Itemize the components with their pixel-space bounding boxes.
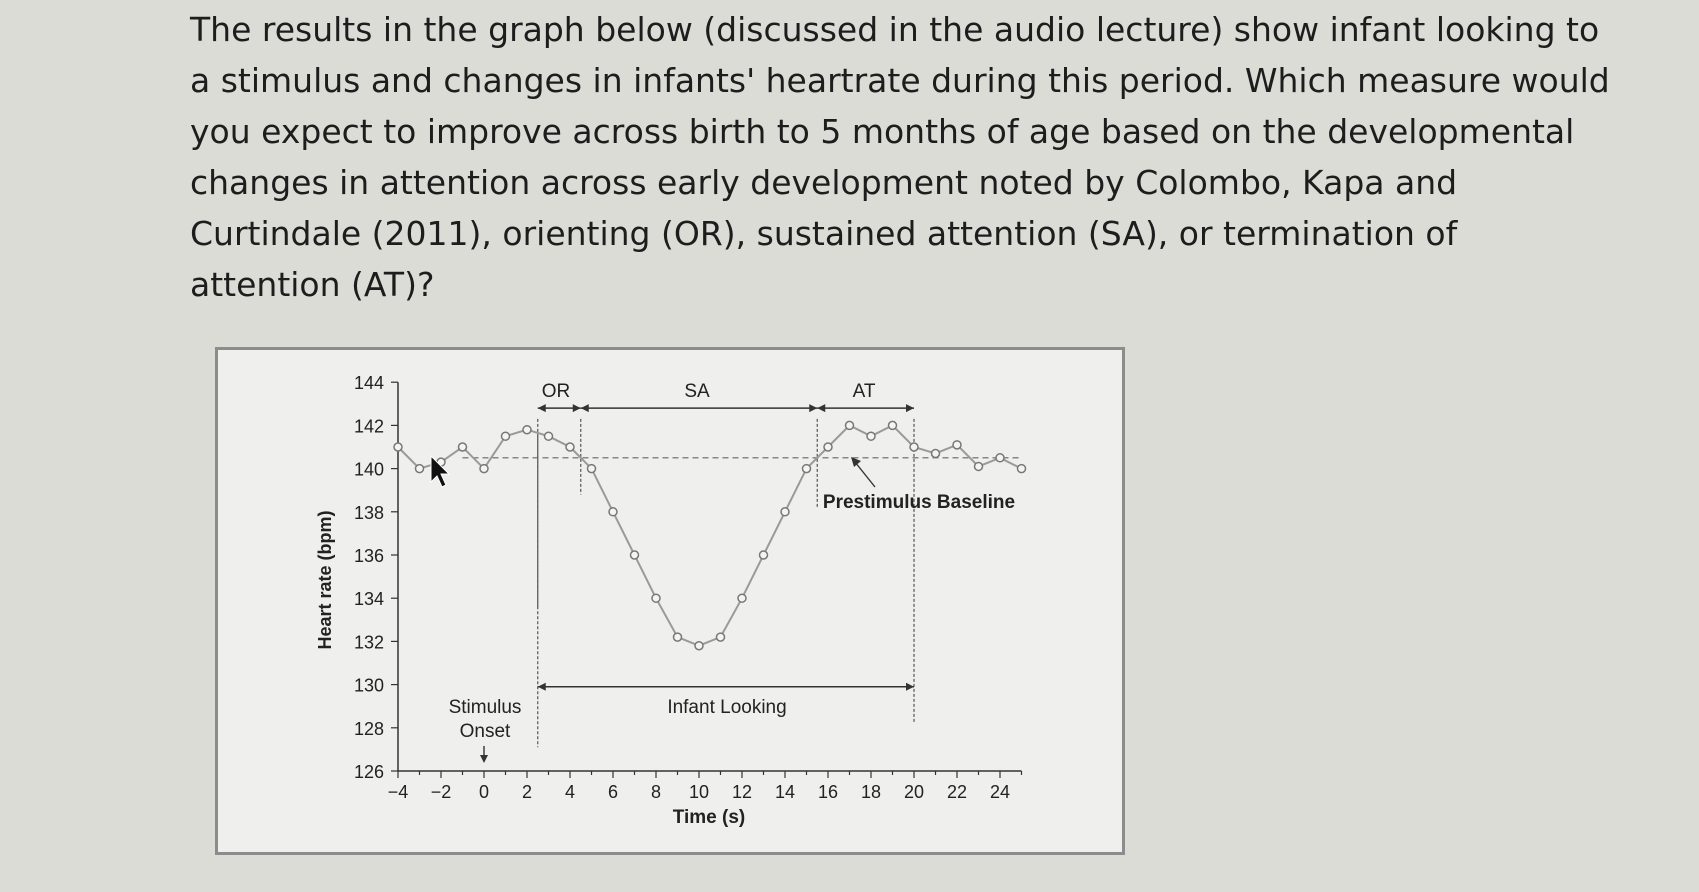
data-point: [608, 507, 618, 517]
at-label: AT: [853, 381, 876, 402]
data-point: [737, 593, 747, 603]
y-tick-label: 140: [354, 460, 384, 480]
x-tick-label: 16: [818, 782, 838, 802]
data-point: [629, 550, 640, 560]
x-tick-label: 10: [689, 782, 709, 802]
data-point: [500, 431, 511, 441]
data-point: [866, 431, 876, 441]
sa-label: SA: [684, 381, 710, 402]
data-point: [930, 448, 941, 459]
data-point: [973, 461, 984, 472]
stimulus-onset-arrow-head: [480, 755, 488, 763]
data-point: [801, 463, 812, 474]
y-tick-label: 142: [354, 416, 384, 436]
question-line: you expect to improve across birth to 5 …: [190, 112, 1575, 151]
x-tick-label: −4: [388, 782, 409, 802]
x-tick-label: 24: [990, 782, 1010, 802]
data-point: [457, 442, 468, 452]
stimulus-onset-label: Onset: [460, 721, 511, 742]
data-point: [479, 463, 489, 474]
x-axis-label: Time (s): [673, 807, 746, 828]
data-point: [651, 593, 661, 603]
data-point: [414, 463, 425, 474]
at-span-arrow-head: [906, 404, 914, 413]
data-point: [586, 463, 597, 474]
x-tick-label: 14: [775, 782, 795, 802]
question-text: The results in the graph below (discusse…: [190, 4, 1610, 310]
looking-span-arrow-head: [906, 682, 914, 691]
data-point: [715, 632, 726, 642]
question-line: The results in the graph below (discusse…: [190, 10, 1600, 49]
y-tick-label: 136: [354, 546, 384, 566]
y-tick-label: 144: [354, 373, 384, 393]
annotations: [430, 404, 914, 763]
y-tick-label: 126: [354, 762, 384, 782]
y-tick-label: 128: [354, 719, 384, 739]
sa-span-arrow-head: [580, 404, 589, 413]
data-point: [393, 442, 403, 452]
y-tick-label: 130: [354, 676, 384, 696]
y-axis-label: Heart rate (bpm): [315, 510, 335, 649]
data-point: [522, 424, 532, 435]
data-point: [995, 453, 1005, 463]
sa-span-arrow-head: [809, 404, 818, 413]
mouse-cursor-icon: [430, 454, 451, 488]
data-point: [952, 440, 962, 450]
y-tick-label: 134: [354, 589, 384, 609]
x-tick-label: 8: [651, 782, 661, 802]
x-tick-label: 22: [947, 782, 967, 802]
data-point: [823, 442, 833, 452]
x-tick-label: 6: [608, 782, 618, 802]
baseline-pointer-arrow-head: [851, 457, 861, 467]
x-tick-label: 18: [861, 782, 881, 802]
x-tick-label: −2: [431, 782, 452, 802]
infant-looking-label: Infant Looking: [667, 697, 786, 718]
y-tick-label: 132: [354, 632, 384, 652]
x-tick-label: 12: [732, 782, 752, 802]
data-point: [565, 442, 575, 452]
or-span-arrow-head: [537, 404, 546, 413]
data-point: [694, 640, 704, 651]
x-tick-label: 4: [565, 782, 575, 802]
looking-span-arrow-head: [537, 682, 546, 691]
question-line: attention (AT)?: [190, 265, 435, 304]
question-line: a stimulus and changes in infants' heart…: [190, 61, 1610, 100]
baseline-pointer-arrow: [854, 461, 876, 488]
y-tick-label: 138: [354, 503, 384, 523]
data-point: [844, 420, 855, 431]
stimulus-onset-label: Stimulus: [449, 697, 522, 718]
x-tick-label: 2: [522, 782, 532, 802]
data-point: [1016, 463, 1027, 474]
data-point: [672, 632, 683, 642]
data-point: [909, 442, 919, 452]
or-label: OR: [542, 381, 571, 402]
at-span-arrow-head: [817, 404, 826, 413]
heart-rate-series: [393, 420, 1027, 651]
x-tick-label: 0: [479, 782, 489, 802]
question-line: Curtindale (2011), orienting (OR), susta…: [190, 214, 1458, 253]
heart-rate-line: [397, 424, 1022, 647]
data-point: [758, 550, 769, 560]
data-point: [887, 420, 898, 431]
data-point: [543, 431, 554, 441]
question-line: changes in attention across early develo…: [190, 163, 1458, 202]
or-span-arrow-head: [572, 404, 581, 413]
baseline-label: Prestimulus Baseline: [823, 492, 1015, 513]
x-tick-label: 20: [904, 782, 924, 802]
data-point: [780, 507, 790, 517]
